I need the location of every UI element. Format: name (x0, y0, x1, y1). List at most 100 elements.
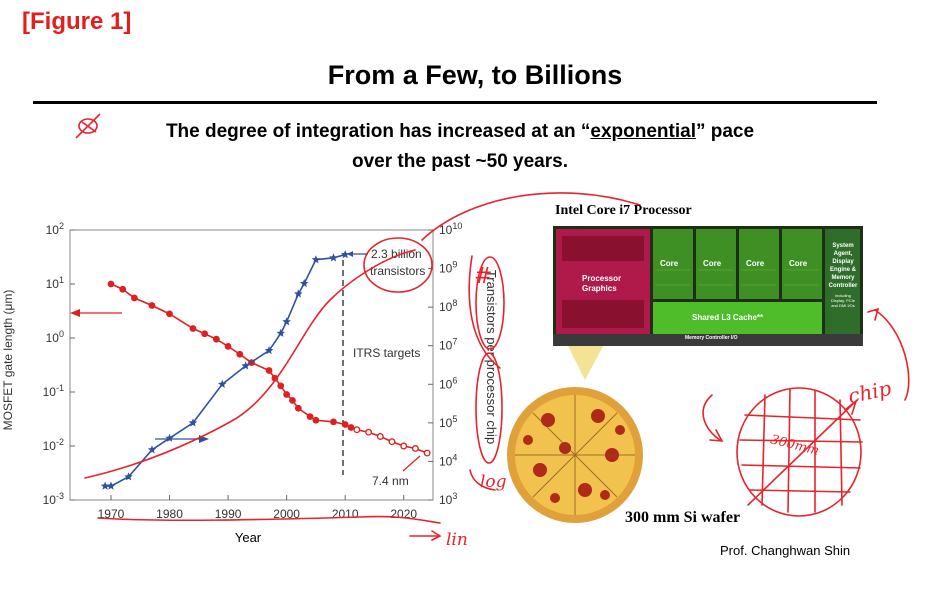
node-arrow (402, 455, 421, 472)
figure-label: [Figure 1] (22, 8, 132, 35)
chart: 1970 1980 1990 2000 2010 2020 10-310-210-1100… (1, 221, 499, 545)
y-right-tick-label: 109 (439, 260, 457, 276)
y-left-tick-label: 100 (46, 329, 64, 345)
ink-wafer-arrowhead (709, 429, 724, 442)
ink-wafer-circle (736, 387, 862, 517)
data-point (423, 449, 431, 457)
series-line (105, 253, 346, 487)
data-point (400, 442, 408, 450)
die-l3-cache (653, 302, 822, 334)
data-point (201, 330, 209, 338)
data-point (265, 367, 273, 374)
y-left-tick-label: 102 (46, 221, 64, 237)
data-point (166, 310, 173, 318)
node-annotation: 7.4 nm (372, 474, 409, 488)
subtitle-before: The degree of integration has increased … (165, 121, 591, 142)
data-point (411, 445, 419, 452)
die-core-2 (696, 229, 736, 299)
data-point (264, 346, 274, 355)
agent-small: including Display, PCIe and DMI I/Os (826, 293, 860, 308)
x-tick-label: 2000 (273, 507, 300, 521)
wafer-caption: 300 mm Si wafer (625, 509, 741, 526)
ink-chip-link (874, 309, 910, 401)
callout-line2: transistors (370, 264, 425, 278)
agent-line2: Agent, (833, 251, 853, 257)
ink-chip-arrowhead (867, 307, 880, 321)
y-left-tick-label: 10-3 (43, 491, 64, 507)
data-point (365, 428, 373, 436)
agent-small-2: Display, PCIe (831, 298, 855, 303)
ink-wafer-rows (739, 414, 863, 493)
data-point (271, 374, 279, 382)
die-core-1 (653, 229, 693, 299)
ink-wafer-diameter (747, 398, 858, 506)
data-point (289, 396, 296, 404)
ink-hash: # (474, 264, 492, 289)
data-point (283, 391, 291, 398)
y-left-tick-label: 10-2 (43, 437, 64, 453)
agent-line4: Engine & (829, 267, 856, 273)
die-memory-io (553, 334, 863, 346)
die-graphics-detail2 (562, 300, 644, 328)
data-point (276, 328, 286, 337)
ink-wafer-size: 300mm (769, 432, 821, 459)
y-right-tick-label: 104 (439, 452, 457, 468)
plot-frame (69, 229, 434, 501)
data-point (282, 317, 291, 326)
x-tick-label: 2010 (332, 507, 359, 521)
y-left-axis-label: MOSFET gate length (μm) (1, 290, 15, 431)
title-underline (33, 101, 877, 104)
data-point (189, 325, 197, 332)
pen-mark-icon (75, 113, 101, 139)
data-point (147, 445, 157, 454)
die-system-agent (825, 229, 860, 334)
slide-subtitle: The degree of integration has increased … (110, 117, 810, 177)
ink-bracket-top (468, 255, 501, 369)
ink-lin: lin (446, 530, 468, 550)
data-point (106, 481, 116, 490)
data-point (311, 255, 321, 264)
ink-trend-line (84, 249, 416, 479)
data-point (347, 424, 355, 431)
subtitle-emphasis: exponential (590, 121, 696, 142)
data-point (165, 433, 174, 442)
data-point (341, 421, 349, 428)
die-core-4 (782, 229, 822, 299)
data-point (299, 279, 309, 288)
zoom-wedge (568, 346, 603, 380)
die-graphics-detail (562, 236, 644, 261)
subtitle-after: ” pace (695, 121, 755, 142)
data-point (107, 280, 115, 288)
data-point (100, 481, 110, 490)
ink-circle-billion (363, 237, 433, 293)
ink-arrow-lin (409, 530, 442, 541)
data-point (277, 382, 285, 390)
data-point (148, 302, 156, 309)
data-point (124, 472, 133, 481)
core-label-2: Core (703, 259, 722, 268)
agent-label: System Agent, Display Engine & Memory Co… (826, 242, 860, 308)
data-point (340, 250, 350, 259)
graphics-label-line2: Graphics (582, 284, 617, 293)
core-label-3: Core (746, 259, 765, 268)
data-point (330, 418, 337, 426)
y-left-tick-label: 10-1 (43, 383, 64, 399)
series-line (110, 283, 352, 429)
y-right-tick-label: 106 (439, 375, 457, 391)
core-label-4: Core (789, 259, 808, 268)
data-point (236, 350, 244, 358)
data-point (353, 426, 361, 434)
slide-title: From a Few, to Billions (327, 60, 623, 90)
chip-die-image (553, 226, 863, 380)
callout-line1: 2.3 billion (371, 247, 422, 261)
ink-wafer-cols (761, 389, 843, 513)
data-point (376, 433, 384, 440)
core-label-1: Core (660, 259, 679, 268)
data-point (119, 285, 127, 293)
author: Prof. Changhwan Shin (720, 543, 851, 558)
data-point (312, 416, 320, 424)
data-point (241, 361, 250, 370)
data-point (306, 413, 314, 421)
itrs-annotation: ITRS targets (353, 346, 420, 360)
x-tick-label: 1970 (98, 507, 125, 521)
